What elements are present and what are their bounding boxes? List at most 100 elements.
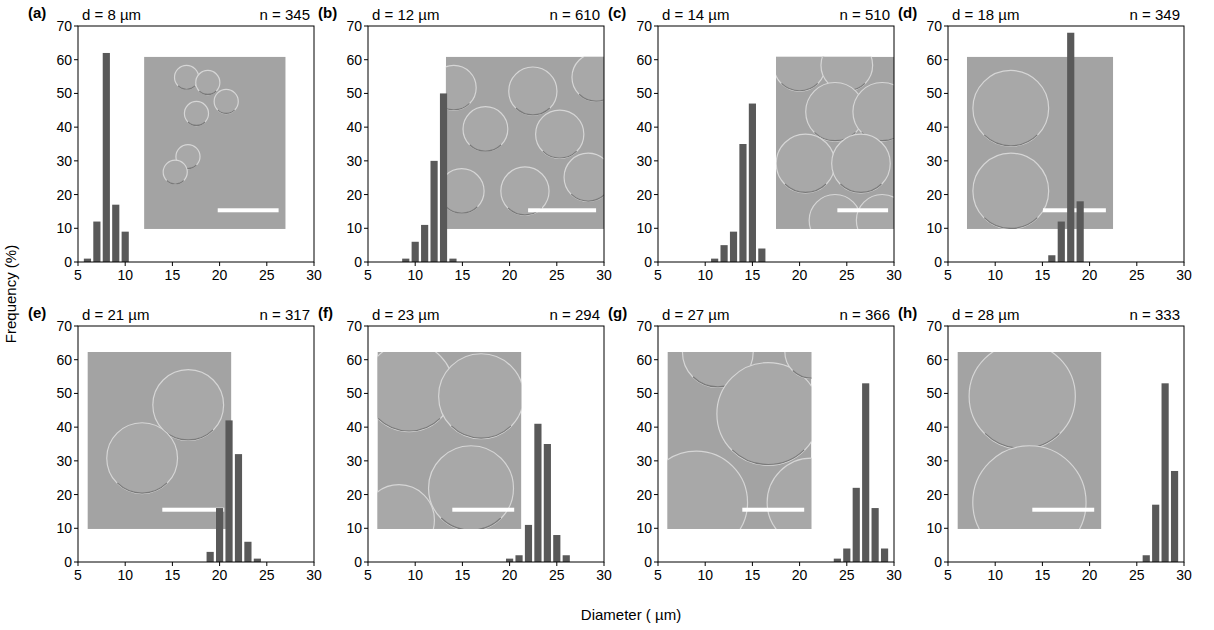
x-tick-label: 10 [697, 567, 713, 583]
y-tick [364, 528, 368, 529]
panel-title: d = 23 µm [372, 306, 439, 323]
droplet-shadow [793, 371, 812, 379]
y-tick-label: 50 [56, 85, 72, 101]
bars [84, 53, 129, 262]
y-tick-label: 40 [346, 419, 362, 435]
scale-bar [218, 208, 279, 212]
droplet-shadow [188, 122, 205, 125]
bar [720, 245, 727, 262]
x-tick-label: 20 [502, 267, 518, 283]
y-tick-label: 40 [636, 419, 652, 435]
x-tick [658, 562, 659, 566]
plot-frame [948, 26, 1184, 262]
y-tick-label: 30 [636, 453, 652, 469]
y-tick [654, 326, 658, 327]
y-tick-label: 70 [926, 18, 942, 34]
panel-annotation: n = 333 [1130, 306, 1180, 323]
bar [1058, 222, 1065, 262]
x-tick-label: 30 [306, 567, 322, 583]
bar [1152, 505, 1159, 562]
inset [87, 352, 231, 529]
x-tick-label: 25 [839, 267, 855, 283]
x-tick-label: 5 [364, 567, 372, 583]
y-tick-label: 40 [926, 419, 942, 435]
x-tick [172, 262, 173, 266]
x-tick [948, 262, 949, 266]
y-tick-label: 30 [636, 153, 652, 169]
x-tick [799, 262, 800, 266]
y-tick-label: 10 [636, 220, 652, 236]
y-tick [944, 194, 948, 195]
y-tick-label: 10 [56, 520, 72, 536]
y-tick-label: 60 [346, 52, 362, 68]
figure: 01020304050607051015202530d = 8 µmn = 34… [0, 0, 1214, 630]
panel-letter: (c) [608, 4, 626, 21]
bar [544, 444, 551, 562]
droplet-shadow [117, 483, 167, 493]
y-tick-label: 70 [346, 318, 362, 334]
plot-frame [658, 326, 894, 562]
y-tick-label: 20 [346, 187, 362, 203]
x-tick [705, 262, 706, 266]
bars [1048, 33, 1083, 262]
panel-annotation: n = 349 [1130, 6, 1180, 23]
x-tick-label: 5 [74, 567, 82, 583]
scale-bar [528, 208, 596, 212]
panel-annotation: n = 294 [550, 306, 600, 323]
droplet [501, 167, 549, 215]
y-tick-label: 0 [64, 554, 72, 570]
y-tick [654, 427, 658, 428]
y-tick-label: 60 [346, 352, 362, 368]
x-tick [1184, 562, 1185, 566]
y-tick-label: 0 [644, 254, 652, 270]
bar [122, 232, 129, 262]
y-tick [74, 427, 78, 428]
y-tick-label: 40 [636, 119, 652, 135]
x-tick-label: 25 [549, 267, 565, 283]
y-tick-label: 70 [56, 18, 72, 34]
droplet-shadow [782, 83, 818, 90]
bar [749, 104, 756, 262]
x-tick [125, 562, 126, 566]
x-tick [219, 562, 220, 566]
panel-annotation: n = 366 [840, 306, 890, 323]
y-tick [74, 359, 78, 360]
droplet [973, 446, 1086, 529]
x-tick [752, 562, 753, 566]
bar [449, 259, 456, 262]
droplet-shadow [218, 110, 235, 113]
y-tick [364, 93, 368, 94]
y-tick [364, 26, 368, 27]
y-tick [944, 326, 948, 327]
inset [446, 57, 604, 229]
bar [1143, 555, 1150, 562]
x-tick-label: 15 [165, 567, 181, 583]
y-tick [74, 494, 78, 495]
y-tick [74, 93, 78, 94]
y-tick [364, 460, 368, 461]
y-tick-label: 10 [926, 520, 942, 536]
droplet-shadow [378, 418, 440, 431]
y-tick [944, 228, 948, 229]
plot-frame [368, 326, 604, 562]
y-tick [364, 127, 368, 128]
y-tick [364, 228, 368, 229]
y-tick [74, 127, 78, 128]
y-tick-label: 40 [56, 119, 72, 135]
y-tick-label: 0 [934, 554, 942, 570]
x-tick-label: 5 [654, 267, 662, 283]
x-tick-label: 15 [455, 567, 471, 583]
bar [853, 488, 860, 562]
x-tick [266, 262, 267, 266]
y-tick [364, 494, 368, 495]
y-tick [74, 228, 78, 229]
x-tick-label: 5 [74, 267, 82, 283]
x-tick [368, 562, 369, 566]
y-tick [364, 59, 368, 60]
inset-background [967, 57, 1113, 229]
inset [144, 57, 286, 229]
x-tick [415, 562, 416, 566]
x-tick [604, 262, 605, 266]
x-tick [604, 562, 605, 566]
y-tick [654, 160, 658, 161]
